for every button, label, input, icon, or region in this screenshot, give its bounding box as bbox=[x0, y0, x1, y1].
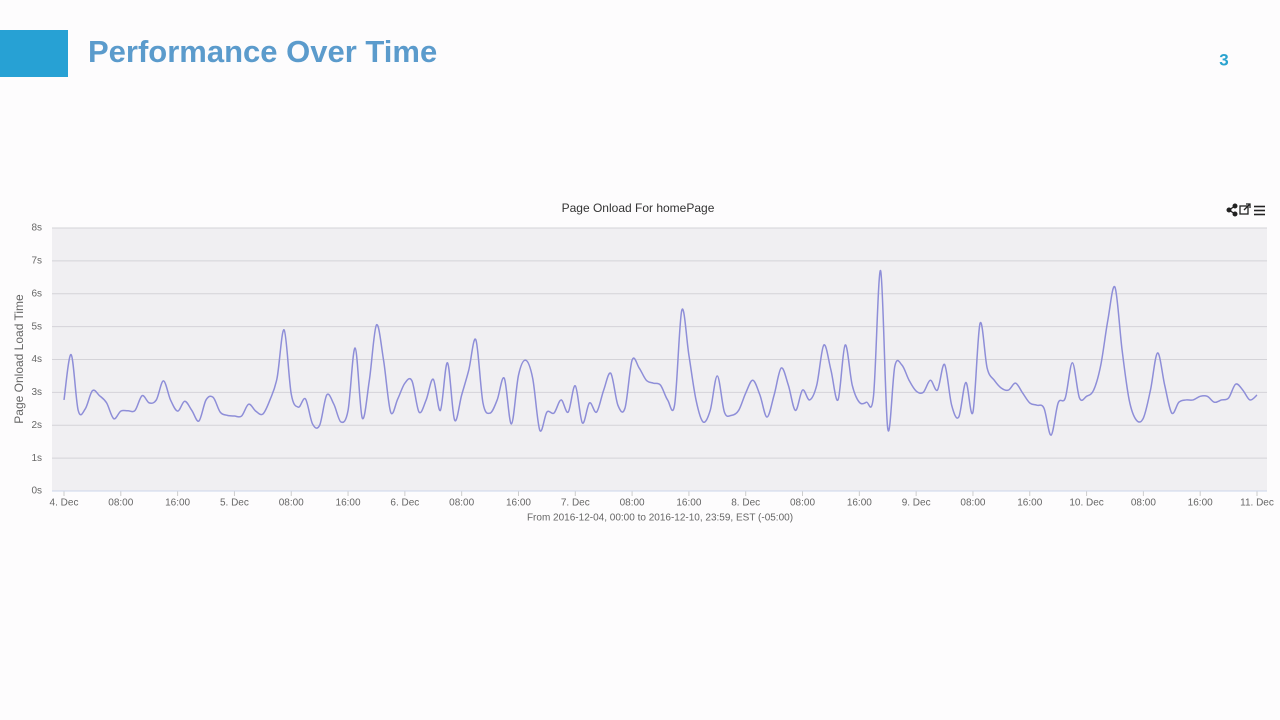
x-tick-label: 16:00 bbox=[676, 498, 701, 509]
x-tick-label: 8. Dec bbox=[731, 498, 760, 509]
x-tick-label: 5. Dec bbox=[220, 498, 249, 509]
y-tick-label: 2s bbox=[31, 420, 42, 431]
x-tick-label: 16:00 bbox=[1017, 498, 1042, 509]
y-tick-label: 0s bbox=[31, 486, 42, 497]
page-number: 3 bbox=[1219, 50, 1228, 69]
y-tick-label: 1s bbox=[31, 453, 42, 464]
x-tick-label: 08:00 bbox=[620, 498, 645, 509]
x-tick-label: 08:00 bbox=[279, 498, 304, 509]
x-tick-label: 08:00 bbox=[1131, 498, 1156, 509]
y-tick-label: 3s bbox=[31, 387, 42, 398]
y-tick-label: 4s bbox=[31, 354, 42, 365]
x-tick-label: 08:00 bbox=[960, 498, 985, 509]
x-tick-label: 9. Dec bbox=[902, 498, 931, 509]
y-axis-label: Page Onload Load Time bbox=[12, 294, 26, 424]
data-line bbox=[63, 269, 1258, 436]
y-tick-label: 7s bbox=[31, 256, 42, 267]
slide-title: Performance Over Time bbox=[88, 34, 437, 69]
y-tick-label: 6s bbox=[31, 288, 42, 299]
x-tick-label: 16:00 bbox=[506, 498, 531, 509]
x-tick-label: 4. Dec bbox=[50, 498, 79, 509]
y-tick-label: 8s bbox=[31, 223, 42, 234]
open-button[interactable] bbox=[1239, 203, 1251, 215]
x-tick-label: 16:00 bbox=[165, 498, 190, 509]
accent-block bbox=[0, 30, 68, 77]
chart-title: Page Onload For homePage bbox=[562, 201, 715, 215]
x-tick-label: 08:00 bbox=[790, 498, 815, 509]
x-axis-label: From 2016-12-04, 00:00 to 2016-12-10, 23… bbox=[527, 513, 793, 524]
x-tick-label: 11. Dec bbox=[1240, 498, 1274, 509]
x-tick-label: 6. Dec bbox=[390, 498, 419, 509]
menu-button[interactable] bbox=[1254, 205, 1265, 216]
x-tick-label: 10. Dec bbox=[1069, 498, 1103, 509]
x-tick-label: 16:00 bbox=[847, 498, 872, 509]
x-tick-label: 08:00 bbox=[108, 498, 133, 509]
x-tick-label: 7. Dec bbox=[561, 498, 590, 509]
x-tick-label: 08:00 bbox=[449, 498, 474, 509]
x-tick-label: 16:00 bbox=[336, 498, 361, 509]
x-tick-label: 16:00 bbox=[1188, 498, 1213, 509]
y-tick-label: 5s bbox=[31, 321, 42, 332]
share-button[interactable] bbox=[1226, 203, 1238, 217]
